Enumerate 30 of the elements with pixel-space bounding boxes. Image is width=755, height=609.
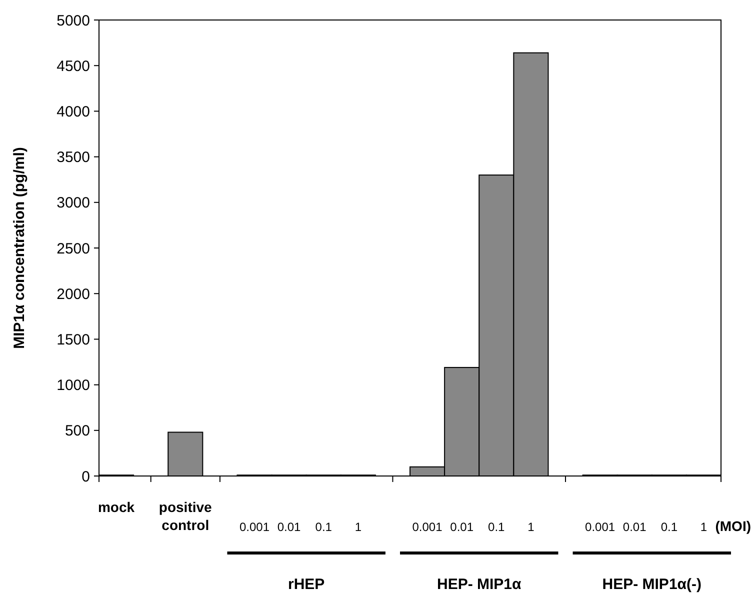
x-tick-label: 0.001	[585, 520, 616, 534]
y-tick-label: 5000	[56, 12, 90, 30]
y-axis-title: MIP1α concentration (pg/ml)	[11, 147, 28, 349]
y-tick-label: 3500	[56, 149, 90, 166]
text: HEP- MIP1α(-)	[602, 576, 702, 593]
x-tick-label: 1	[700, 520, 708, 534]
y-tick-label: 3000	[56, 194, 90, 212]
y-tick-label: 2500	[56, 240, 90, 258]
x-tick-label: 0.001	[412, 520, 443, 534]
x-tick-label: 0.1	[488, 520, 506, 534]
x-tick-label: 0.1	[315, 520, 332, 534]
x-tick-label: 0.1	[660, 520, 678, 534]
y-tick-label: 500	[64, 422, 90, 440]
x-tick-label: mock	[98, 499, 135, 515]
y-tick-label: 2000	[56, 286, 90, 303]
x-tick-label: 0.01	[450, 520, 474, 534]
y-tick-label: 1500	[56, 331, 90, 348]
x-tick-label: 0.01	[277, 520, 302, 534]
x-tick-label: 1	[354, 520, 362, 534]
y-tick-label: 1000	[56, 377, 90, 394]
y-tick-label: 4500	[56, 58, 90, 75]
text: (MOI)	[715, 518, 751, 534]
text: rHEP	[288, 576, 325, 593]
y-tick-label: 0	[82, 468, 90, 486]
x-tick-label: 0.001	[239, 520, 270, 534]
x-tick-label: 0.01	[622, 520, 647, 534]
y-tick-label: 4000	[56, 103, 90, 120]
text: HEP- MIP1α	[436, 576, 522, 593]
x-tick-label: positive control	[158, 499, 212, 533]
x-tick-label: 1	[528, 520, 535, 534]
